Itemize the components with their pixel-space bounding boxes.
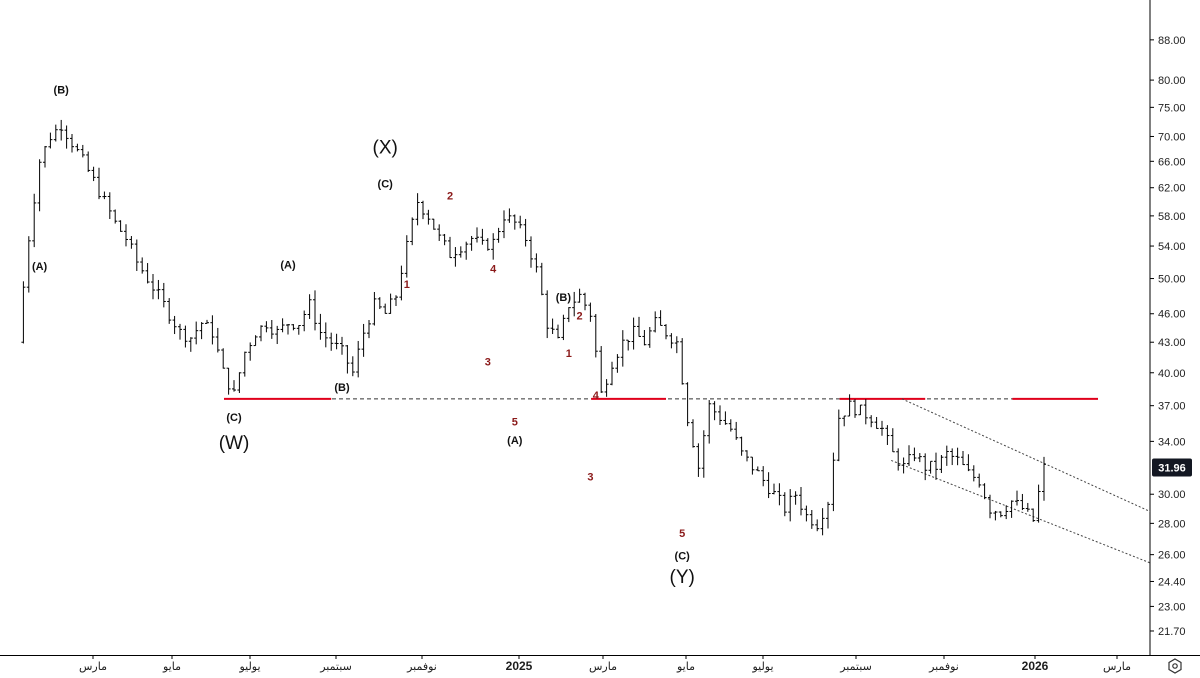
wave-label: 2 bbox=[577, 310, 583, 322]
wave-label: (B) bbox=[54, 84, 70, 96]
wave-label: (B) bbox=[556, 292, 572, 304]
y-tick-label: 26.00 bbox=[1158, 550, 1186, 562]
y-tick-label: 40.00 bbox=[1158, 368, 1186, 380]
wave-label: 3 bbox=[587, 471, 593, 483]
wave-label: 1 bbox=[404, 279, 410, 291]
wave-label: (C) bbox=[226, 412, 242, 424]
y-tick-label: 46.00 bbox=[1158, 309, 1186, 321]
y-tick-label: 23.00 bbox=[1158, 601, 1186, 613]
wave-label: (X) bbox=[373, 138, 398, 159]
y-tick-label: 80.00 bbox=[1158, 75, 1186, 87]
wave-label: (A) bbox=[32, 261, 48, 273]
wave-label: (Y) bbox=[670, 567, 695, 588]
y-tick-label: 30.00 bbox=[1158, 489, 1186, 501]
y-tick-label: 28.00 bbox=[1158, 518, 1186, 530]
y-tick-label: 34.00 bbox=[1158, 436, 1186, 448]
y-tick-label: 24.40 bbox=[1158, 576, 1186, 588]
y-tick-label: 37.00 bbox=[1158, 401, 1186, 413]
x-tick-label: مارس bbox=[1103, 661, 1131, 673]
y-tick-label: 50.00 bbox=[1158, 274, 1186, 286]
x-tick-label: سبتمبر bbox=[839, 661, 872, 673]
wave-label: 1 bbox=[566, 348, 572, 360]
wave-label: 4 bbox=[593, 390, 600, 402]
channel-upper-line bbox=[901, 398, 1151, 512]
x-tick-label: سبتمبر bbox=[319, 661, 352, 673]
wave-label: 5 bbox=[512, 417, 518, 429]
wave-label: 4 bbox=[490, 264, 497, 276]
wave-label: (C) bbox=[675, 551, 691, 563]
y-tick-label: 58.00 bbox=[1158, 211, 1186, 223]
wave-label: (C) bbox=[378, 179, 394, 191]
x-tick-label: مايو bbox=[162, 661, 181, 673]
wave-label: (W) bbox=[219, 433, 250, 454]
wave-label: 5 bbox=[679, 528, 685, 540]
y-tick-label: 70.00 bbox=[1158, 131, 1186, 143]
y-tick-label: 62.00 bbox=[1158, 183, 1186, 195]
x-tick-label: 2026 bbox=[1022, 659, 1049, 673]
wave-label: (A) bbox=[507, 435, 523, 447]
x-tick-label: مايو bbox=[676, 661, 695, 673]
x-tick-label: يوليو bbox=[238, 661, 260, 673]
wave-label: 3 bbox=[485, 356, 491, 368]
wave-label: (A) bbox=[280, 260, 296, 272]
x-tick-label: نوفمبر bbox=[928, 661, 959, 673]
settings-icon[interactable] bbox=[1162, 656, 1188, 676]
x-tick-label: يوليو bbox=[751, 661, 773, 673]
wave-label: (B) bbox=[334, 382, 350, 394]
last-price-label: 31.96 bbox=[1158, 463, 1186, 475]
x-tick-label: 2025 bbox=[506, 659, 533, 673]
x-tick-label: مارس bbox=[79, 661, 107, 673]
last-price-tag bbox=[1152, 458, 1192, 477]
y-tick-label: 88.00 bbox=[1158, 35, 1186, 47]
y-tick-label: 66.00 bbox=[1158, 156, 1186, 168]
y-tick-label: 54.00 bbox=[1158, 241, 1186, 253]
x-tick-label: مارس bbox=[589, 661, 617, 673]
wave-label: 2 bbox=[447, 190, 453, 202]
y-tick-label: 75.00 bbox=[1158, 102, 1186, 114]
y-tick-label: 43.00 bbox=[1158, 337, 1186, 349]
x-tick-label: نوفمبر bbox=[406, 661, 437, 673]
y-tick-label: 21.70 bbox=[1158, 626, 1186, 638]
